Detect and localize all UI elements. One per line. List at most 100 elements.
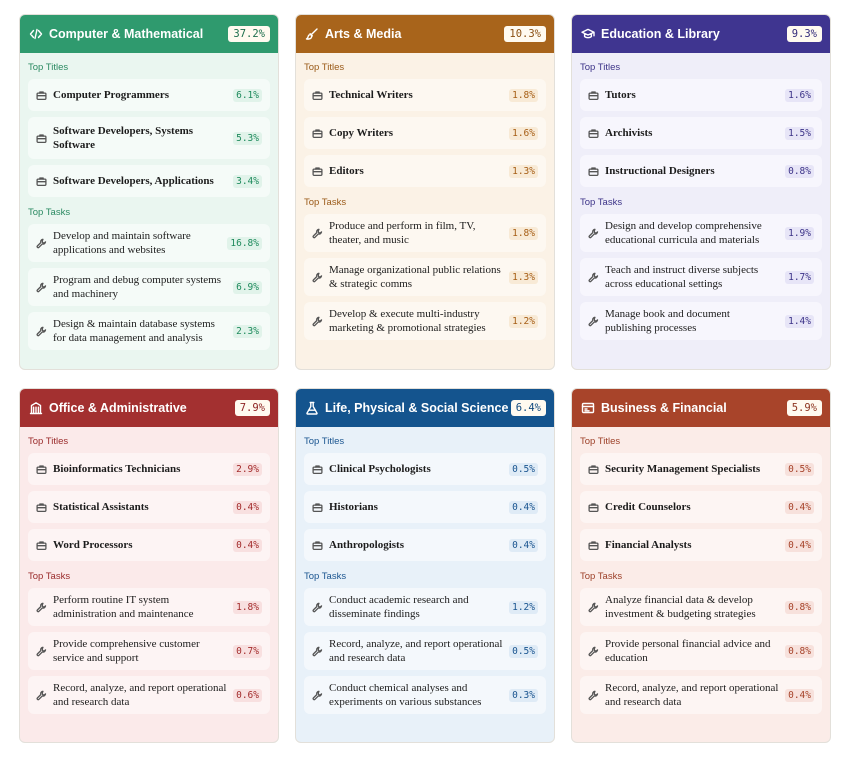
- wrench-icon: [36, 690, 47, 701]
- share-badge: 7.9%: [234, 400, 270, 416]
- title-row: Tutors 1.6%: [580, 79, 822, 111]
- wrench-icon: [312, 316, 323, 327]
- title-percent: 0.4%: [785, 538, 814, 552]
- wrench-icon: [36, 646, 47, 657]
- task-label: Conduct chemical analyses and experiment…: [329, 682, 482, 708]
- title-row: Technical Writers 1.8%: [304, 79, 546, 111]
- task-percent: 16.8%: [227, 236, 262, 250]
- title-label: Security Management Specialists: [605, 463, 761, 475]
- card-title: Business & Financial: [601, 401, 727, 415]
- briefcase-icon: [588, 90, 599, 101]
- card-title: Arts & Media: [325, 27, 402, 41]
- task-percent: 0.6%: [233, 688, 262, 702]
- top-tasks-label: Top Tasks: [304, 571, 347, 582]
- title-row: Word Processors 0.4%: [28, 529, 270, 561]
- task-percent: 0.8%: [785, 600, 814, 614]
- wrench-icon: [588, 316, 599, 327]
- briefcase-icon: [312, 166, 323, 177]
- briefcase-icon: [312, 90, 323, 101]
- wrench-icon: [36, 326, 47, 337]
- task-row: Produce and perform in film, TV, theater…: [304, 214, 546, 252]
- task-percent: 1.8%: [509, 226, 538, 240]
- task-label: Program and debug computer systems and m…: [53, 274, 222, 300]
- briefcase-icon: [312, 464, 323, 475]
- title-percent: 3.4%: [233, 174, 262, 188]
- card-title: Education & Library: [601, 27, 720, 41]
- title-label: Editors: [329, 165, 364, 177]
- task-label: Develop & execute multi-industry marketi…: [329, 308, 486, 334]
- code-icon: [29, 27, 43, 41]
- task-label: Manage organizational public relations &…: [329, 264, 501, 290]
- task-percent: 1.4%: [785, 314, 814, 328]
- task-row: Manage organizational public relations &…: [304, 258, 546, 296]
- title-percent: 0.4%: [509, 500, 538, 514]
- category-card-arts-media: Arts & Media 10.3% Top Titles Technical …: [295, 14, 555, 370]
- title-label: Software Developers, Systems Software: [53, 125, 194, 151]
- top-titles-label: Top Titles: [28, 62, 69, 73]
- briefcase-icon: [36, 540, 47, 551]
- title-percent: 0.8%: [785, 164, 814, 178]
- task-label: Design & maintain database systems for d…: [53, 318, 215, 344]
- task-label: Conduct academic research and disseminat…: [329, 594, 469, 620]
- wrench-icon: [588, 228, 599, 239]
- title-percent: 0.5%: [785, 462, 814, 476]
- card-header: Business & Financial 5.9%: [572, 389, 830, 427]
- title-row: Software Developers, Systems Software 5.…: [28, 117, 270, 159]
- building-icon: [29, 401, 43, 415]
- top-tasks-label: Top Tasks: [28, 571, 71, 582]
- briefcase-icon: [588, 464, 599, 475]
- task-row: Conduct academic research and disseminat…: [304, 588, 546, 626]
- graduation-cap-icon: [581, 27, 595, 41]
- top-tasks-label: Top Tasks: [28, 207, 71, 218]
- title-label: Archivists: [605, 127, 653, 139]
- card-header: Life, Physical & Social Science 6.4%: [296, 389, 554, 427]
- title-row: Archivists 1.5%: [580, 117, 822, 149]
- task-label: Analyze financial data & develop investm…: [605, 594, 756, 620]
- top-tasks-label: Top Tasks: [304, 197, 347, 208]
- task-label: Produce and perform in film, TV, theater…: [329, 220, 476, 246]
- briefcase-icon: [36, 176, 47, 187]
- task-row: Develop & execute multi-industry marketi…: [304, 302, 546, 340]
- task-row: Program and debug computer systems and m…: [28, 268, 270, 306]
- task-row: Record, analyze, and report operational …: [304, 632, 546, 670]
- task-percent: 1.9%: [785, 226, 814, 240]
- task-percent: 0.4%: [785, 688, 814, 702]
- task-percent: 1.2%: [509, 600, 538, 614]
- title-row: Statistical Assistants 0.4%: [28, 491, 270, 523]
- task-row: Record, analyze, and report operational …: [28, 676, 270, 714]
- card-header: Computer & Mathematical 37.2%: [20, 15, 278, 53]
- category-card-computer-mathematical: Computer & Mathematical 37.2% Top Titles…: [19, 14, 279, 370]
- title-percent: 1.5%: [785, 126, 814, 140]
- title-label: Computer Programmers: [53, 89, 169, 101]
- wrench-icon: [36, 282, 47, 293]
- wrench-icon: [588, 690, 599, 701]
- card-header: Education & Library 9.3%: [572, 15, 830, 53]
- task-row: Manage book and document publishing proc…: [580, 302, 822, 340]
- card-title: Office & Administrative: [49, 401, 187, 415]
- task-label: Record, analyze, and report operational …: [329, 638, 503, 664]
- task-label: Design and develop comprehensive educati…: [605, 220, 762, 246]
- task-label: Record, analyze, and report operational …: [53, 682, 227, 708]
- title-label: Credit Counselors: [605, 501, 691, 513]
- category-card-business-financial: Business & Financial 5.9% Top Titles Sec…: [571, 388, 831, 743]
- wrench-icon: [36, 602, 47, 613]
- wrench-icon: [312, 646, 323, 657]
- finance-icon: [581, 401, 595, 415]
- title-percent: 0.4%: [233, 538, 262, 552]
- task-percent: 1.7%: [785, 270, 814, 284]
- title-row: Credit Counselors 0.4%: [580, 491, 822, 523]
- card-header: Arts & Media 10.3%: [296, 15, 554, 53]
- share-badge: 9.3%: [786, 26, 822, 42]
- title-label: Copy Writers: [329, 127, 394, 139]
- briefcase-icon: [36, 464, 47, 475]
- title-label: Historians: [329, 501, 378, 513]
- card-title: Life, Physical & Social Science: [325, 401, 509, 415]
- briefcase-icon: [36, 133, 47, 144]
- top-titles-label: Top Titles: [28, 436, 69, 447]
- share-badge: 6.4%: [510, 400, 546, 416]
- task-percent: 0.5%: [509, 644, 538, 658]
- category-card-education-library: Education & Library 9.3% Top Titles Tuto…: [571, 14, 831, 370]
- title-percent: 1.8%: [509, 88, 538, 102]
- title-label: Instructional Designers: [605, 165, 715, 177]
- wrench-icon: [588, 272, 599, 283]
